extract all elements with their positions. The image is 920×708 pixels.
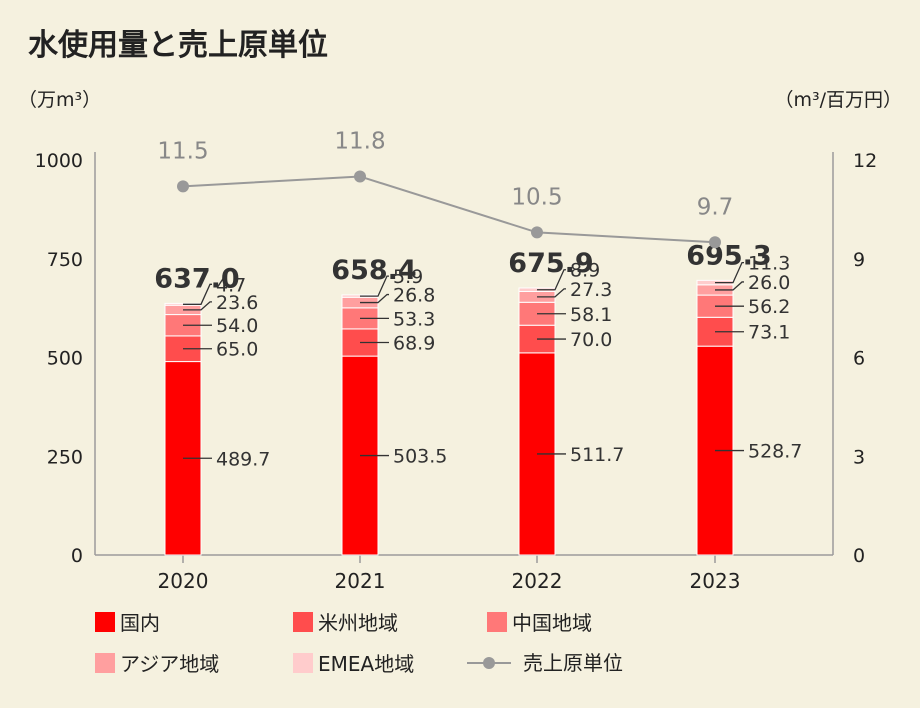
total-value-label: 658.4 (331, 255, 416, 286)
segment-value-label: 511.7 (570, 444, 624, 466)
callout-line (360, 293, 389, 304)
segment-value-label: 4.7 (216, 274, 246, 296)
line-series (182, 175, 716, 244)
segment-value-label: 5.9 (393, 266, 423, 288)
segment-value-label: 70.0 (570, 329, 612, 351)
total-value-label: 637.0 (154, 263, 239, 294)
segment-value-label: 54.0 (216, 315, 258, 337)
line-value-label: 11.8 (334, 128, 385, 154)
callout-line (537, 288, 566, 298)
segment-value-label: 489.7 (216, 448, 270, 470)
callout-line (183, 283, 212, 305)
callout-line (183, 301, 212, 311)
segment-value-label: 65.0 (216, 339, 258, 361)
line-point (177, 180, 189, 193)
legend-swatch (95, 612, 115, 632)
x-tick-label: 2020 (158, 569, 209, 593)
segment-value-label: 8.9 (570, 260, 600, 282)
segment-value-label: 27.3 (570, 279, 612, 301)
callout-line (715, 281, 744, 291)
legend-point-swatch (483, 657, 495, 669)
total-value-label: 695.3 (686, 240, 771, 271)
segment-value-label: 528.7 (748, 441, 802, 463)
segment-value-label: 53.3 (393, 308, 435, 330)
segment-value-label: 68.9 (393, 333, 435, 355)
right-axis-unit: （m³/百万円） (774, 89, 902, 111)
line-point (709, 236, 721, 249)
x-tick-label: 2023 (690, 569, 741, 593)
right-tick-label: 0 (853, 545, 865, 567)
callout-line (715, 261, 744, 284)
x-tick-label: 2022 (512, 569, 563, 593)
left-tick-label: 750 (47, 249, 83, 271)
line-point (354, 170, 366, 183)
legend-swatch (487, 612, 507, 632)
chart-title: 水使用量と売上原単位 (28, 28, 328, 63)
left-tick-label: 250 (47, 446, 83, 468)
line-point (531, 226, 543, 239)
legend-label: 中国地域 (512, 611, 592, 635)
segment-value-label: 56.2 (748, 296, 790, 318)
legend-label: EMEA地域 (318, 652, 414, 676)
line-value-label: 11.5 (157, 138, 208, 164)
right-tick-label: 6 (853, 348, 865, 370)
segment-value-label: 11.3 (748, 253, 790, 275)
right-tick-label: 9 (853, 249, 865, 271)
plot-area: 0 250 500 750 1000 0 3 6 9 12 2020 2021 2022 2023 489.… (35, 128, 878, 593)
legend-label: 米州地域 (318, 611, 398, 635)
legend-swatch (293, 612, 313, 632)
left-tick-label: 1000 (35, 150, 83, 172)
segment-value-label: 23.6 (216, 292, 258, 314)
callout-line (360, 275, 389, 297)
callout-line (537, 269, 566, 291)
left-axis-unit: （万m³） (18, 89, 101, 111)
left-tick-label: 0 (71, 545, 83, 567)
line-value-label: 10.5 (511, 184, 562, 210)
segment-value-label: 26.0 (748, 272, 790, 294)
line-value-label: 9.7 (697, 194, 734, 220)
x-tick-label: 2021 (335, 569, 386, 593)
legend-label: 国内 (120, 611, 160, 635)
segment-value-label: 26.8 (393, 285, 435, 307)
left-tick-label: 500 (47, 348, 83, 370)
total-value-label: 675.9 (508, 248, 593, 279)
legend-label: アジア地域 (120, 652, 219, 676)
legend-label: 売上原単位 (523, 651, 623, 675)
right-tick-label: 3 (853, 446, 865, 468)
right-tick-label: 12 (853, 150, 877, 172)
legend-swatch (293, 653, 313, 673)
segment-value-label: 503.5 (393, 446, 447, 468)
legend-swatch (95, 653, 115, 673)
segment-value-label: 58.1 (570, 304, 612, 326)
segment-value-label: 73.1 (748, 322, 790, 344)
